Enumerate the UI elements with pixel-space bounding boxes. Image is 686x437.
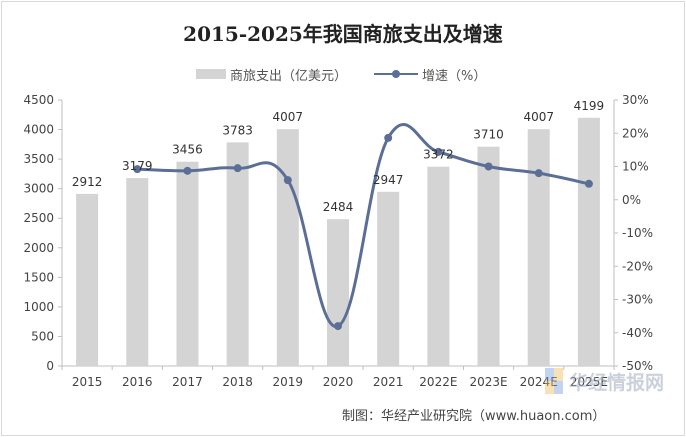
y-tick-label: 500: [31, 329, 54, 343]
y-tick-label: 3000: [23, 182, 54, 196]
line-point: [384, 134, 392, 142]
y-tick-label: 3500: [23, 152, 54, 166]
watermark: 华经情报网: [545, 364, 675, 398]
y-tick-label: 2500: [23, 211, 54, 225]
source-note: 制图：华经产业研究院（www.huaon.com）: [342, 405, 605, 424]
bar-value-label: 2912: [72, 175, 103, 189]
x-tick-label: 2015: [72, 375, 103, 389]
bar-value-label: 3456: [172, 143, 203, 157]
growth-line: [137, 124, 589, 326]
bar: [427, 167, 449, 366]
bar-value-label: 2947: [373, 173, 404, 187]
bar-value-label: 4199: [574, 99, 605, 113]
line-point: [585, 180, 593, 188]
bar-value-label: 4007: [523, 110, 554, 124]
y-tick-label: 0: [46, 359, 54, 373]
line-point: [284, 176, 292, 184]
x-tick-label: 2023E: [469, 375, 507, 389]
bar: [578, 118, 600, 366]
line-point: [234, 164, 242, 172]
line-point: [334, 322, 342, 330]
bar: [76, 194, 98, 366]
bar-value-label: 3179: [122, 159, 153, 173]
y2-tick-label: -20%: [622, 259, 653, 273]
y2-tick-label: 30%: [622, 93, 649, 107]
y-tick-label: 1500: [23, 270, 54, 284]
y2-tick-label: -40%: [622, 326, 653, 340]
line-point: [535, 169, 543, 177]
bar-value-label: 3372: [423, 148, 454, 162]
y2-tick-label: -10%: [622, 226, 653, 240]
line-point: [183, 167, 191, 175]
y2-tick-label: 20%: [622, 126, 649, 140]
y-tick-label: 1000: [23, 300, 54, 314]
bar: [277, 129, 299, 366]
line-point: [485, 163, 493, 171]
x-tick-label: 2020: [323, 375, 354, 389]
x-tick-label: 2019: [273, 375, 304, 389]
x-tick-label: 2021: [373, 375, 404, 389]
bar: [478, 147, 500, 366]
y2-tick-label: 10%: [622, 160, 649, 174]
bar: [377, 192, 399, 366]
y2-tick-label: 0%: [622, 193, 641, 207]
bar-value-label: 2484: [323, 200, 354, 214]
y2-tick-label: -30%: [622, 293, 653, 307]
bar-value-label: 3710: [473, 128, 504, 142]
bar: [327, 219, 349, 366]
bar-value-label: 4007: [273, 110, 304, 124]
bar: [227, 142, 249, 366]
watermark-logo-icon: [545, 368, 563, 394]
x-tick-label: 2017: [172, 375, 203, 389]
y-tick-label: 2000: [23, 241, 54, 255]
x-tick-label: 2018: [222, 375, 253, 389]
y-tick-label: 4500: [23, 93, 54, 107]
bar: [528, 129, 550, 366]
x-tick-label: 2016: [122, 375, 153, 389]
watermark-text: 华经情报网: [569, 368, 664, 395]
y-tick-label: 4000: [23, 123, 54, 137]
bar: [126, 178, 148, 366]
bar: [176, 162, 198, 366]
x-tick-label: 2022E: [419, 375, 457, 389]
bar-value-label: 3783: [222, 123, 253, 137]
